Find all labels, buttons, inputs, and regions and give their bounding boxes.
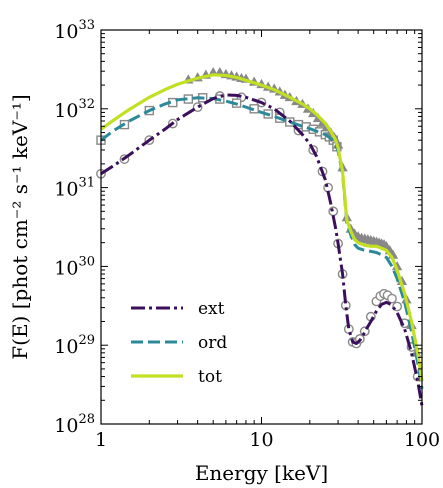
y-tick-label-5: 1033 bbox=[54, 18, 95, 43]
marker-layer bbox=[96, 67, 423, 382]
y-tick-label-1: 1029 bbox=[54, 333, 95, 358]
y-tick-label-0: 1028 bbox=[54, 412, 95, 437]
y-tick-label-3: 1031 bbox=[54, 176, 95, 201]
tick-layer bbox=[100, 29, 423, 425]
y-axis-label: F(E) [phot cm⁻² s⁻¹ keV⁻¹] bbox=[8, 94, 32, 359]
y-tick-label-2: 1030 bbox=[54, 254, 95, 279]
marker-ext-13 bbox=[328, 206, 339, 217]
tick-label-layer: 1 10 100 1028 1029 1030 1031 1032 1033 bbox=[54, 18, 440, 451]
legend-label-tot: tot bbox=[198, 367, 222, 387]
marker-ext-27 bbox=[387, 293, 397, 304]
legend: ext ord tot bbox=[131, 299, 227, 387]
x-tick-label-0: 1 bbox=[95, 429, 107, 451]
x-tick-label-2: 100 bbox=[404, 429, 440, 451]
series-line-tot bbox=[100, 73, 424, 382]
legend-label-ord: ord bbox=[198, 333, 227, 353]
series-line-ord bbox=[100, 96, 424, 390]
plot-frame bbox=[100, 29, 423, 425]
x-tick-label-1: 10 bbox=[249, 429, 273, 451]
legend-label-ext: ext bbox=[198, 299, 225, 319]
y-tick-label-4: 1032 bbox=[54, 97, 95, 122]
series-line-layer bbox=[100, 73, 424, 407]
x-axis-label: Energy [keV] bbox=[195, 461, 328, 485]
series-line-ext bbox=[100, 93, 424, 407]
